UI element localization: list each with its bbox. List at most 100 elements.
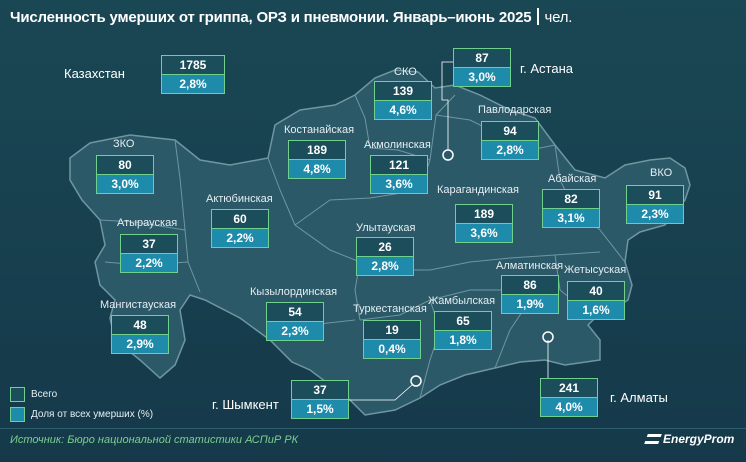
share-value: 3,1% <box>542 209 600 228</box>
share-value: 2,2% <box>211 229 269 248</box>
total-value: 19 <box>363 320 421 340</box>
title-separator <box>537 8 540 25</box>
logo-text: EnergyProm <box>663 432 735 446</box>
region-label: Мангистауская <box>100 299 177 311</box>
value-box: 189 3,6% <box>455 204 513 243</box>
share-value: 2,2% <box>120 254 178 273</box>
total-value: 121 <box>370 155 428 175</box>
total-value: 189 <box>288 140 346 160</box>
share-value: 2,3% <box>266 322 324 341</box>
value-box: 91 2,3% <box>626 185 684 224</box>
share-value: 2,8% <box>481 141 539 160</box>
total-value: 65 <box>434 311 492 331</box>
source-note: Источник: Бюро национальной статистики А… <box>10 434 299 446</box>
almaty-marker <box>542 331 554 343</box>
shymkent-marker <box>410 375 422 387</box>
share-value: 4,8% <box>288 160 346 179</box>
total-value: 54 <box>266 302 324 322</box>
share-value: 4,0% <box>540 398 598 417</box>
legend-label-total: Всего <box>31 389 58 400</box>
share-value: 0,4% <box>363 340 421 359</box>
value-box: 54 2,3% <box>266 302 324 341</box>
total-value: 48 <box>111 315 169 335</box>
legend-swatch-share <box>10 407 25 422</box>
legend-label-share: Доля от всех умерших (%) <box>31 409 154 420</box>
value-box: 60 2,2% <box>211 209 269 248</box>
total-value: 80 <box>96 155 154 175</box>
total-value: 37 <box>120 234 178 254</box>
region-label: Карагандинская <box>437 184 519 196</box>
region-label: Акмолинская <box>364 139 431 151</box>
region-label: Павлодарская <box>478 104 552 116</box>
region-label: Жамбылская <box>428 295 496 307</box>
region-label: Актюбинская <box>206 193 273 205</box>
total-value: 26 <box>356 237 414 257</box>
region-label: Жетысуская <box>564 264 627 276</box>
legend-swatch-total <box>10 387 25 402</box>
region-label: г. Алматы <box>610 390 668 405</box>
value-box: 94 2,8% <box>481 121 539 160</box>
value-box: 48 2,9% <box>111 315 169 354</box>
region-label: Костанайская <box>284 124 355 136</box>
share-value: 1,6% <box>567 301 625 320</box>
value-box: 19 0,4% <box>363 320 421 359</box>
title-unit: чел. <box>544 9 573 26</box>
total-value: 241 <box>540 378 598 398</box>
share-value: 3,0% <box>453 68 511 87</box>
region-label: Кызылординская <box>250 286 338 298</box>
astana-marker <box>442 149 454 161</box>
total-value: 1785 <box>161 55 225 75</box>
value-box: 37 1,5% <box>291 380 349 419</box>
region-label: Атырауская <box>117 217 178 229</box>
region-label: Алматинская <box>496 260 564 272</box>
share-value: 2,9% <box>111 335 169 354</box>
value-box: 241 4,0% <box>540 378 598 417</box>
total-value: 139 <box>374 81 432 101</box>
value-box: 80 3,0% <box>96 155 154 194</box>
region-label: ВКО <box>650 167 673 179</box>
region-label: г. Шымкент <box>212 397 279 412</box>
share-value: 1,5% <box>291 400 349 419</box>
value-box: 40 1,6% <box>567 281 625 320</box>
value-box: 86 1,9% <box>501 275 559 314</box>
value-box: 139 4,6% <box>374 81 432 120</box>
share-value: 3,6% <box>370 175 428 194</box>
value-box: 65 1,8% <box>434 311 492 350</box>
title-text: Численность умерших от гриппа, ОРЗ и пне… <box>10 9 532 26</box>
region-label: СКО <box>394 66 417 78</box>
region-label: г. Астана <box>520 61 573 76</box>
region-label: Туркестанская <box>353 303 427 315</box>
total-value: 82 <box>542 189 600 209</box>
share-value: 2,3% <box>626 205 684 224</box>
share-value: 1,8% <box>434 331 492 350</box>
share-value: 3,0% <box>96 175 154 194</box>
value-box: 37 2,2% <box>120 234 178 273</box>
total-value: 91 <box>626 185 684 205</box>
share-value: 4,6% <box>374 101 432 120</box>
value-box: 1785 2,8% <box>161 55 225 94</box>
energyprom-logo: EnergyProm <box>644 432 735 446</box>
total-value: 86 <box>501 275 559 295</box>
share-value: 2,8% <box>161 75 225 94</box>
total-value: 189 <box>455 204 513 224</box>
logo-icon <box>644 434 662 444</box>
total-value: 94 <box>481 121 539 141</box>
total-value: 87 <box>453 48 511 68</box>
share-value: 2,8% <box>356 257 414 276</box>
region-label: Абайская <box>548 173 597 185</box>
chart-title: Численность умерших от гриппа, ОРЗ и пне… <box>10 8 572 26</box>
region-label: ЗКО <box>113 138 135 150</box>
share-value: 1,9% <box>501 295 559 314</box>
region-label: Улытауская <box>356 222 416 234</box>
total-value: 37 <box>291 380 349 400</box>
value-box: 87 3,0% <box>453 48 511 87</box>
total-value: 40 <box>567 281 625 301</box>
footer-divider <box>0 428 746 429</box>
value-box: 189 4,8% <box>288 140 346 179</box>
value-box: 121 3,6% <box>370 155 428 194</box>
value-box: 26 2,8% <box>356 237 414 276</box>
value-box: 82 3,1% <box>542 189 600 228</box>
share-value: 3,6% <box>455 224 513 243</box>
region-label: Казахстан <box>64 66 125 81</box>
